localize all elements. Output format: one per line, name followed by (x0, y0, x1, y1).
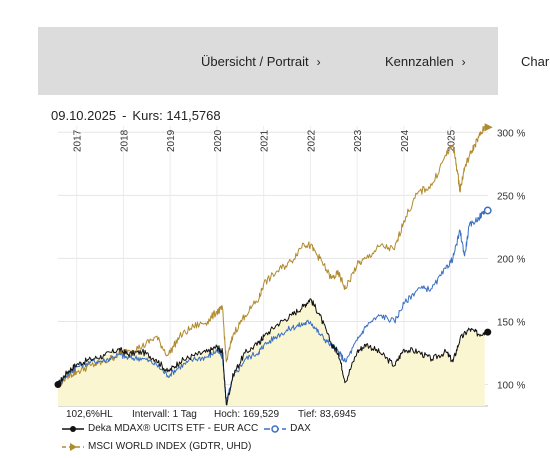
quote-line: 09.10.2025- Kurs: 141,5768 (51, 108, 221, 123)
x-tick-label: 2020 (213, 129, 224, 152)
legend-item-msci[interactable]: MSCI WORLD INDEX (GDTR, UHD) (62, 441, 251, 452)
chevron-right-icon: › (461, 55, 466, 69)
x-tick-label: 2022 (306, 129, 317, 152)
nav-link-label: Char (521, 54, 550, 69)
legend-label: MSCI WORLD INDEX (GDTR, UHD) (88, 441, 252, 452)
chart-series (57, 125, 486, 406)
nav-link-kennzahlen[interactable]: Kennzahlen › (385, 54, 466, 69)
legend-item-dax[interactable]: DAX (264, 423, 311, 434)
y-tick-label: 200 % (497, 254, 525, 265)
chart-markers (54, 123, 493, 389)
end-point-marker (484, 328, 492, 336)
stat-high: Hoch: 169,529 (214, 409, 280, 420)
chevron-right-icon: › (316, 55, 321, 69)
nav-link-label: Übersicht / Portrait (201, 54, 309, 69)
area-fill-mdax (58, 298, 485, 406)
series-line-2 (57, 125, 486, 386)
end-point-marker (483, 206, 492, 215)
x-tick-label: 2019 (166, 129, 177, 152)
x-axis-ticks: 2017 2018 2019 2020 2021 2022 2023 2024 2025 (73, 129, 458, 152)
quote-separator: - (122, 108, 127, 123)
legend-label: DAX (290, 423, 311, 434)
series-line-0 (57, 298, 486, 406)
legend-item-mdax[interactable]: Deka MDAX® UCITS ETF - EUR ACC (62, 423, 258, 434)
x-tick-label: 2023 (353, 129, 364, 152)
y-tick-label: 150 % (497, 317, 525, 328)
quote-label: Kurs: (132, 108, 163, 123)
series-line-1 (57, 210, 486, 403)
quote-date: 09.10.2025 (51, 108, 117, 123)
stat-low: Tief: 83,6945 (298, 409, 357, 420)
legend-line-icon (264, 424, 287, 433)
x-tick-label: 2025 (447, 129, 458, 152)
x-tick-label: 2021 (260, 129, 271, 152)
quote-value: 141,5768 (166, 108, 221, 123)
y-tick-label: 250 % (497, 191, 525, 202)
legend-line-icon (62, 425, 84, 432)
y-tick-label: 100 % (497, 381, 525, 392)
y-axis-ticks: 100 % 150 % 200 % 250 % 300 % (497, 128, 525, 391)
x-tick-label: 2017 (73, 129, 84, 152)
chart-legend-row-1: Deka MDAX® UCITS ETF - EUR ACC DAX (62, 423, 317, 434)
end-point-marker (484, 123, 493, 132)
legend-label: Deka MDAX® UCITS ETF - EUR ACC (88, 423, 259, 434)
x-tick-label: 2018 (119, 129, 130, 152)
chart-legend-row-2: MSCI WORLD INDEX (GDTR, UHD) (62, 441, 257, 452)
stat-scale: 102,6%HL (66, 409, 113, 420)
performance-chart[interactable]: 2017 2018 2019 2020 2021 2022 2023 2024 2025 100… (0, 120, 550, 410)
nav-link-label: Kennzahlen (385, 54, 454, 69)
nav-link-chart[interactable]: Char (521, 54, 549, 69)
start-point-marker (54, 381, 62, 389)
nav-link-uebersicht[interactable]: Übersicht / Portrait › (201, 54, 321, 69)
y-tick-label: 300 % (497, 128, 525, 139)
legend-line-icon (62, 442, 84, 451)
x-tick-label: 2024 (400, 129, 411, 152)
top-navigation-bar (38, 27, 498, 95)
stat-interval: Intervall: 1 Tag (132, 409, 197, 420)
